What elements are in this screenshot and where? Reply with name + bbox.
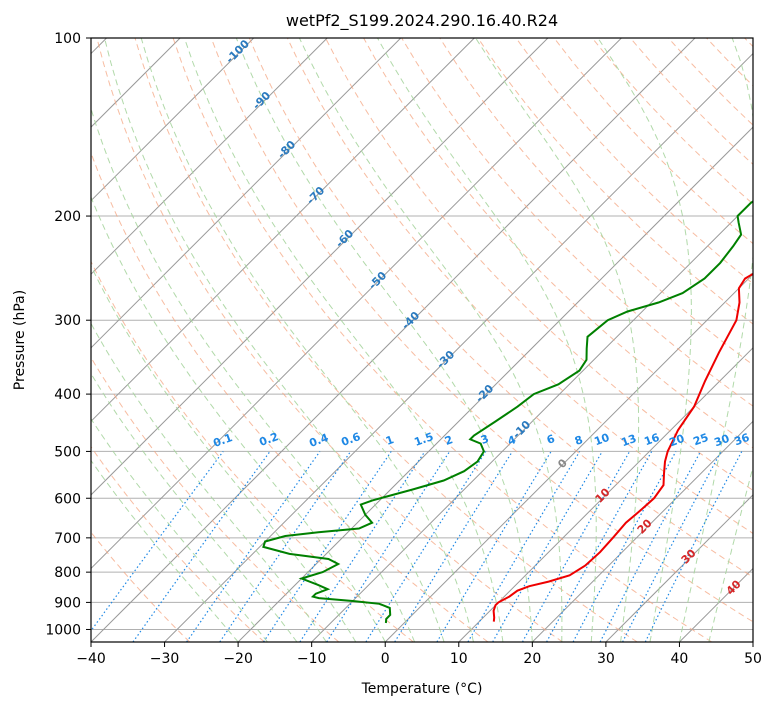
moist-adiabat-line [235, 38, 533, 642]
mixing-ratio-label: 8 [573, 433, 585, 448]
mixing-ratio-line [132, 451, 271, 642]
moist-adiabat-line [91, 459, 239, 642]
mixing-ratio-label: 3 [479, 432, 491, 447]
x-tick-label: −40 [76, 651, 106, 667]
mixing-ratio-label: 13 [619, 432, 638, 449]
y-tick-label: 600 [54, 491, 81, 507]
isotherm-line [91, 38, 402, 349]
dry-adiabat-line [91, 260, 414, 642]
x-tick-label: 40 [671, 651, 689, 667]
isotherm-line [91, 38, 328, 275]
mixing-ratio-label: 0.4 [307, 431, 330, 450]
moist-adiabat-line [678, 38, 753, 642]
mixing-ratio-line [572, 451, 677, 642]
x-tick-label: 10 [450, 651, 468, 667]
moist-adiabat-line [91, 417, 268, 642]
isotherm-line [531, 420, 753, 642]
mixing-ratio-line [262, 451, 392, 642]
mixing-ratio-label: 2 [443, 433, 455, 448]
isotherm-line [237, 126, 753, 642]
dry-adiabat-line [91, 445, 265, 642]
isotherm-line [458, 347, 753, 642]
x-tick-label: −30 [150, 651, 180, 667]
x-tick-label: 20 [523, 651, 541, 667]
mixing-ratio-label: 10 [592, 431, 611, 449]
y-tick-label: 500 [54, 444, 81, 460]
isotherm-line [91, 38, 696, 642]
x-tick-label: 50 [744, 651, 762, 667]
y-tick-label: 900 [54, 595, 81, 611]
y-tick-label: 300 [54, 313, 81, 329]
moist-adiabat-line [91, 107, 416, 642]
moist-adiabat-line [298, 38, 563, 642]
mixing-ratio-line [186, 451, 321, 642]
x-axis-label: Temperature (°C) [361, 681, 483, 697]
moist-adiabat-line [91, 372, 298, 642]
mixing-ratio-label: 30 [712, 432, 731, 450]
mixing-ratio-label: 0.6 [339, 430, 362, 449]
mixing-ratio-label: 16 [642, 431, 661, 449]
mixing-ratio-line [326, 451, 451, 642]
mixing-ratio-line [219, 451, 352, 642]
temperature-profile [492, 272, 753, 622]
moist-adiabat-line [91, 195, 386, 642]
dewpoint-profile [262, 200, 753, 624]
mixing-ratio-line [521, 451, 631, 642]
moist-adiabat-line [708, 465, 753, 642]
dry-adiabat-line [515, 38, 753, 285]
moist-adiabat-line [377, 38, 597, 642]
y-axis: 100 200 300 400 500 600 700 800 900 1000 [45, 31, 91, 638]
dry-adiabat-line [91, 356, 340, 642]
mixing-ratio-label: 0.1 [211, 431, 234, 450]
dry-adiabat-line [248, 38, 753, 578]
isotherm-line [605, 494, 753, 642]
x-tick-label: −20 [223, 651, 253, 667]
moist-adiabat-line [140, 38, 474, 642]
dry-adiabat-line [172, 38, 713, 642]
dry-adiabat-line [325, 38, 753, 491]
y-tick-label: 200 [54, 209, 81, 225]
mixing-ratio-label: 36 [732, 431, 751, 449]
mixing-ratio-label: 4 [506, 433, 518, 448]
isotherm-line [384, 273, 753, 642]
dry-adiabat-line [134, 38, 638, 642]
mixing-ratio-label: 1 [384, 433, 396, 448]
y-tick-label: 100 [54, 31, 81, 47]
moist-adiabat-line [475, 38, 640, 642]
x-tick-label: −10 [297, 651, 327, 667]
isotherm-line [91, 38, 255, 202]
moist-adiabat-line [91, 322, 327, 642]
mixing-ratio-line [644, 451, 743, 642]
mixing-ratio-line [91, 451, 224, 632]
dry-adiabat-line [286, 38, 753, 535]
mixing-ratio-label: 6 [545, 432, 557, 447]
moist-adiabat-line [183, 38, 504, 642]
chart-title: wetPf2_S199.2024.290.16.40.R24 [286, 11, 558, 31]
isotherm-line [91, 38, 549, 496]
y-tick-label: 800 [54, 565, 81, 581]
isotherm-line [91, 38, 475, 423]
plot-frame [90, 37, 754, 643]
y-tick-label: 1000 [45, 622, 81, 638]
isotherm-line [91, 38, 622, 570]
plot-area: -100-90-80-70-60-50-40-30-20-10010203040… [91, 38, 753, 642]
mixing-ratio-label: 25 [691, 431, 710, 448]
mixing-ratio-line [394, 451, 513, 642]
y-tick-label: 400 [54, 387, 81, 403]
y-tick-label: 700 [54, 531, 81, 547]
mixing-ratio-label: 0.2 [257, 430, 280, 449]
moist-adiabat-line [104, 38, 445, 642]
mixing-ratio-label: 20 [667, 432, 686, 450]
mixing-ratio-label: 1.5 [412, 430, 435, 449]
x-tick-label: 0 [381, 651, 390, 667]
mixing-ratio-line [546, 451, 653, 642]
dry-adiabat-line [210, 38, 753, 623]
x-tick-label: 30 [597, 651, 615, 667]
x-axis: −40 −30 −20 −10 0 10 20 30 40 50 [76, 642, 762, 667]
moist-adiabat-line [597, 38, 692, 642]
y-axis-label: Pressure (hPa) [12, 290, 28, 390]
moist-adiabat-line [91, 264, 357, 642]
